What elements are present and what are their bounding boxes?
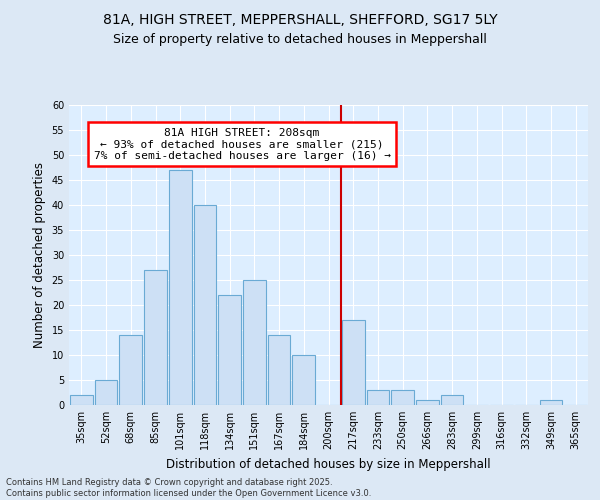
- Text: Contains HM Land Registry data © Crown copyright and database right 2025.
Contai: Contains HM Land Registry data © Crown c…: [6, 478, 371, 498]
- Bar: [169, 170, 191, 405]
- Bar: [441, 395, 463, 405]
- Bar: [119, 335, 142, 405]
- Bar: [70, 395, 93, 405]
- Bar: [268, 335, 290, 405]
- Bar: [95, 380, 118, 405]
- Text: 81A HIGH STREET: 208sqm
← 93% of detached houses are smaller (215)
7% of semi-de: 81A HIGH STREET: 208sqm ← 93% of detache…: [94, 128, 391, 160]
- Bar: [416, 400, 439, 405]
- Bar: [218, 295, 241, 405]
- Bar: [144, 270, 167, 405]
- Y-axis label: Number of detached properties: Number of detached properties: [33, 162, 46, 348]
- Bar: [367, 390, 389, 405]
- X-axis label: Distribution of detached houses by size in Meppershall: Distribution of detached houses by size …: [166, 458, 491, 470]
- Bar: [243, 280, 266, 405]
- Bar: [391, 390, 414, 405]
- Text: Size of property relative to detached houses in Meppershall: Size of property relative to detached ho…: [113, 32, 487, 46]
- Bar: [194, 205, 216, 405]
- Bar: [342, 320, 365, 405]
- Text: 81A, HIGH STREET, MEPPERSHALL, SHEFFORD, SG17 5LY: 81A, HIGH STREET, MEPPERSHALL, SHEFFORD,…: [103, 12, 497, 26]
- Bar: [539, 400, 562, 405]
- Bar: [292, 355, 315, 405]
